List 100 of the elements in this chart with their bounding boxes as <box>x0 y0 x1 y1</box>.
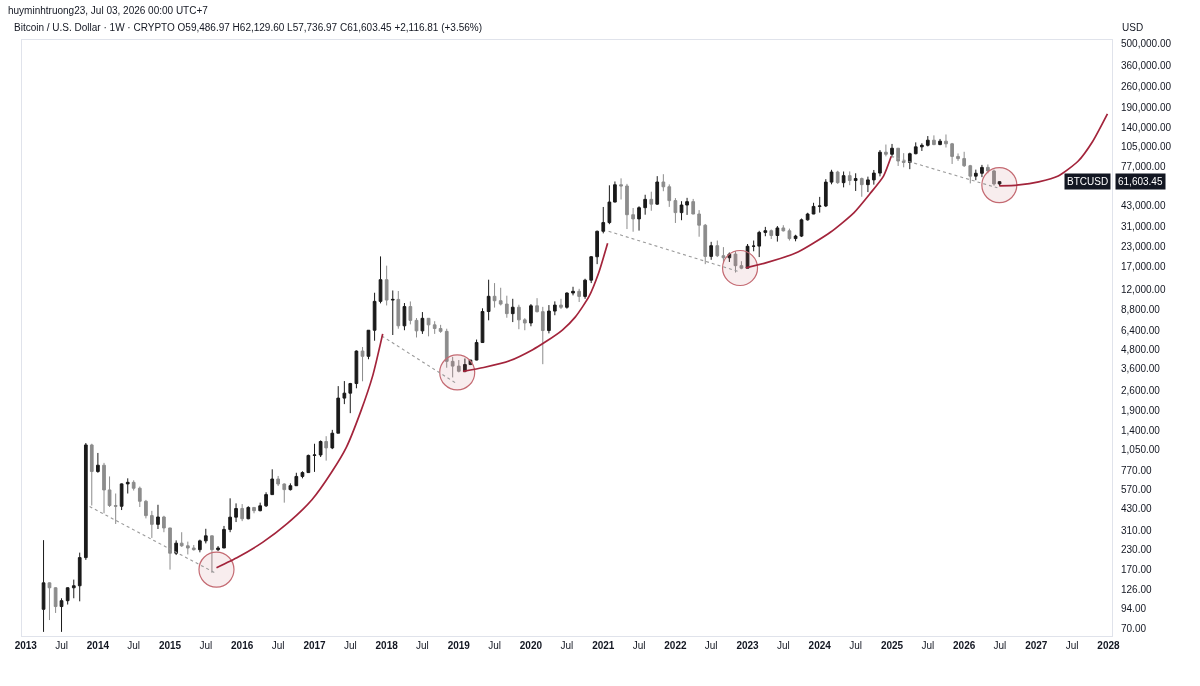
candlestick <box>601 206 606 234</box>
candlestick <box>673 197 678 224</box>
y-tick-label: 17,000.00 <box>1121 260 1166 272</box>
y-tick-label: 170.00 <box>1121 564 1153 576</box>
candlestick <box>47 581 52 621</box>
candlestick <box>853 172 858 192</box>
candlestick <box>125 477 130 495</box>
candlestick <box>137 486 142 508</box>
candlestick <box>384 265 389 306</box>
candlestick <box>913 141 918 155</box>
y-tick-label: 31,000.00 <box>1121 221 1166 233</box>
candlestick <box>372 292 377 342</box>
candlestick <box>294 472 299 487</box>
x-tick-label: Jul <box>704 640 718 651</box>
x-tick-label: 2016 <box>231 640 254 651</box>
point <box>439 354 476 391</box>
x-tick-label: Jul <box>127 640 141 651</box>
candlestick <box>432 320 437 335</box>
x-tick-label: Jul <box>271 640 285 651</box>
candlestick <box>390 289 395 336</box>
candlestick <box>577 288 582 303</box>
candlestick <box>203 528 208 544</box>
candlestick <box>492 282 497 309</box>
candlestick <box>402 302 407 331</box>
y-tick-label: 260,000.00 <box>1121 81 1172 93</box>
candlestick <box>980 164 984 178</box>
candlestick <box>474 339 479 361</box>
y-tick-label: 430.00 <box>1121 503 1153 515</box>
candlestick <box>866 176 870 193</box>
candlestick <box>179 531 184 548</box>
candlestick <box>703 223 708 265</box>
candlestick <box>649 191 654 212</box>
candlestick <box>65 586 70 606</box>
y-tick-label: 70.00 <box>1121 622 1147 634</box>
y-tick-label: 105,000.00 <box>1121 141 1172 153</box>
candlestick <box>763 226 768 237</box>
candlestick <box>968 164 973 184</box>
x-tick-label: Jul <box>849 640 863 651</box>
candlestick <box>715 240 720 258</box>
candlestick <box>306 454 311 474</box>
x-tick-label: Jul <box>632 640 646 651</box>
candlestick <box>59 597 64 633</box>
candlestick <box>721 246 726 263</box>
candlestick <box>480 307 485 344</box>
x-tick-label: Jul <box>55 640 68 651</box>
point <box>721 249 759 287</box>
y-tick-label: 310.00 <box>1121 524 1153 536</box>
candlestick <box>655 175 660 206</box>
candlestick <box>896 147 901 167</box>
candlestick <box>408 300 413 325</box>
candlestick <box>246 505 251 520</box>
x-tick-label: Jul <box>921 640 935 651</box>
candlestick <box>595 230 599 265</box>
candlestick <box>890 143 894 158</box>
y-tick-label: 190,000.00 <box>1121 102 1172 114</box>
candlestick <box>661 173 666 192</box>
candlestick <box>498 287 503 306</box>
candlestick <box>997 180 1002 187</box>
candlestick <box>775 225 780 243</box>
x-tick-label: 2013 <box>14 640 38 651</box>
candlestick <box>185 541 190 555</box>
x-tick-label: 2017 <box>303 640 327 651</box>
y-tick-label: 94.00 <box>1121 603 1147 615</box>
candlestick <box>83 442 88 561</box>
x-tick-label: 2020 <box>519 640 543 651</box>
candlestick <box>438 324 443 334</box>
candlestick <box>925 135 930 147</box>
candlestick <box>510 298 515 323</box>
x-tick-label: 2028 <box>1097 640 1120 651</box>
candlestick <box>805 212 810 222</box>
y-tick-label: 230.00 <box>1121 544 1153 556</box>
y-tick-label: 140,000.00 <box>1121 122 1172 134</box>
candlestick <box>697 209 701 238</box>
candlestick <box>89 443 94 507</box>
x-tick-label: Jul <box>343 640 357 651</box>
candlestick <box>96 452 100 474</box>
candlestick <box>450 356 455 378</box>
x-tick-label: 2015 <box>158 640 182 651</box>
candlestick <box>486 279 491 321</box>
candlestick <box>571 286 575 296</box>
candlestick <box>426 317 431 337</box>
candlestick <box>901 152 906 168</box>
candlestick <box>878 149 882 177</box>
candlestick <box>113 493 118 525</box>
candlestick <box>992 169 996 187</box>
x-tick-label: Jul <box>776 640 790 651</box>
candlestick <box>228 497 232 533</box>
candlestick <box>191 544 196 552</box>
candlestick <box>920 142 924 152</box>
candlestick <box>156 504 160 530</box>
x-tick-label: 2019 <box>447 640 471 651</box>
candlestick <box>150 510 154 539</box>
y-tick-label: 126.00 <box>1121 583 1153 595</box>
candlestick <box>354 349 359 389</box>
x-tick-label: Jul <box>416 640 429 651</box>
y-tick-label: 4,800.00 <box>1121 344 1161 356</box>
candlestick <box>330 429 335 450</box>
candlestick <box>962 151 967 168</box>
annotation: BTCUSD <box>1067 176 1109 187</box>
candlestick <box>691 198 696 215</box>
